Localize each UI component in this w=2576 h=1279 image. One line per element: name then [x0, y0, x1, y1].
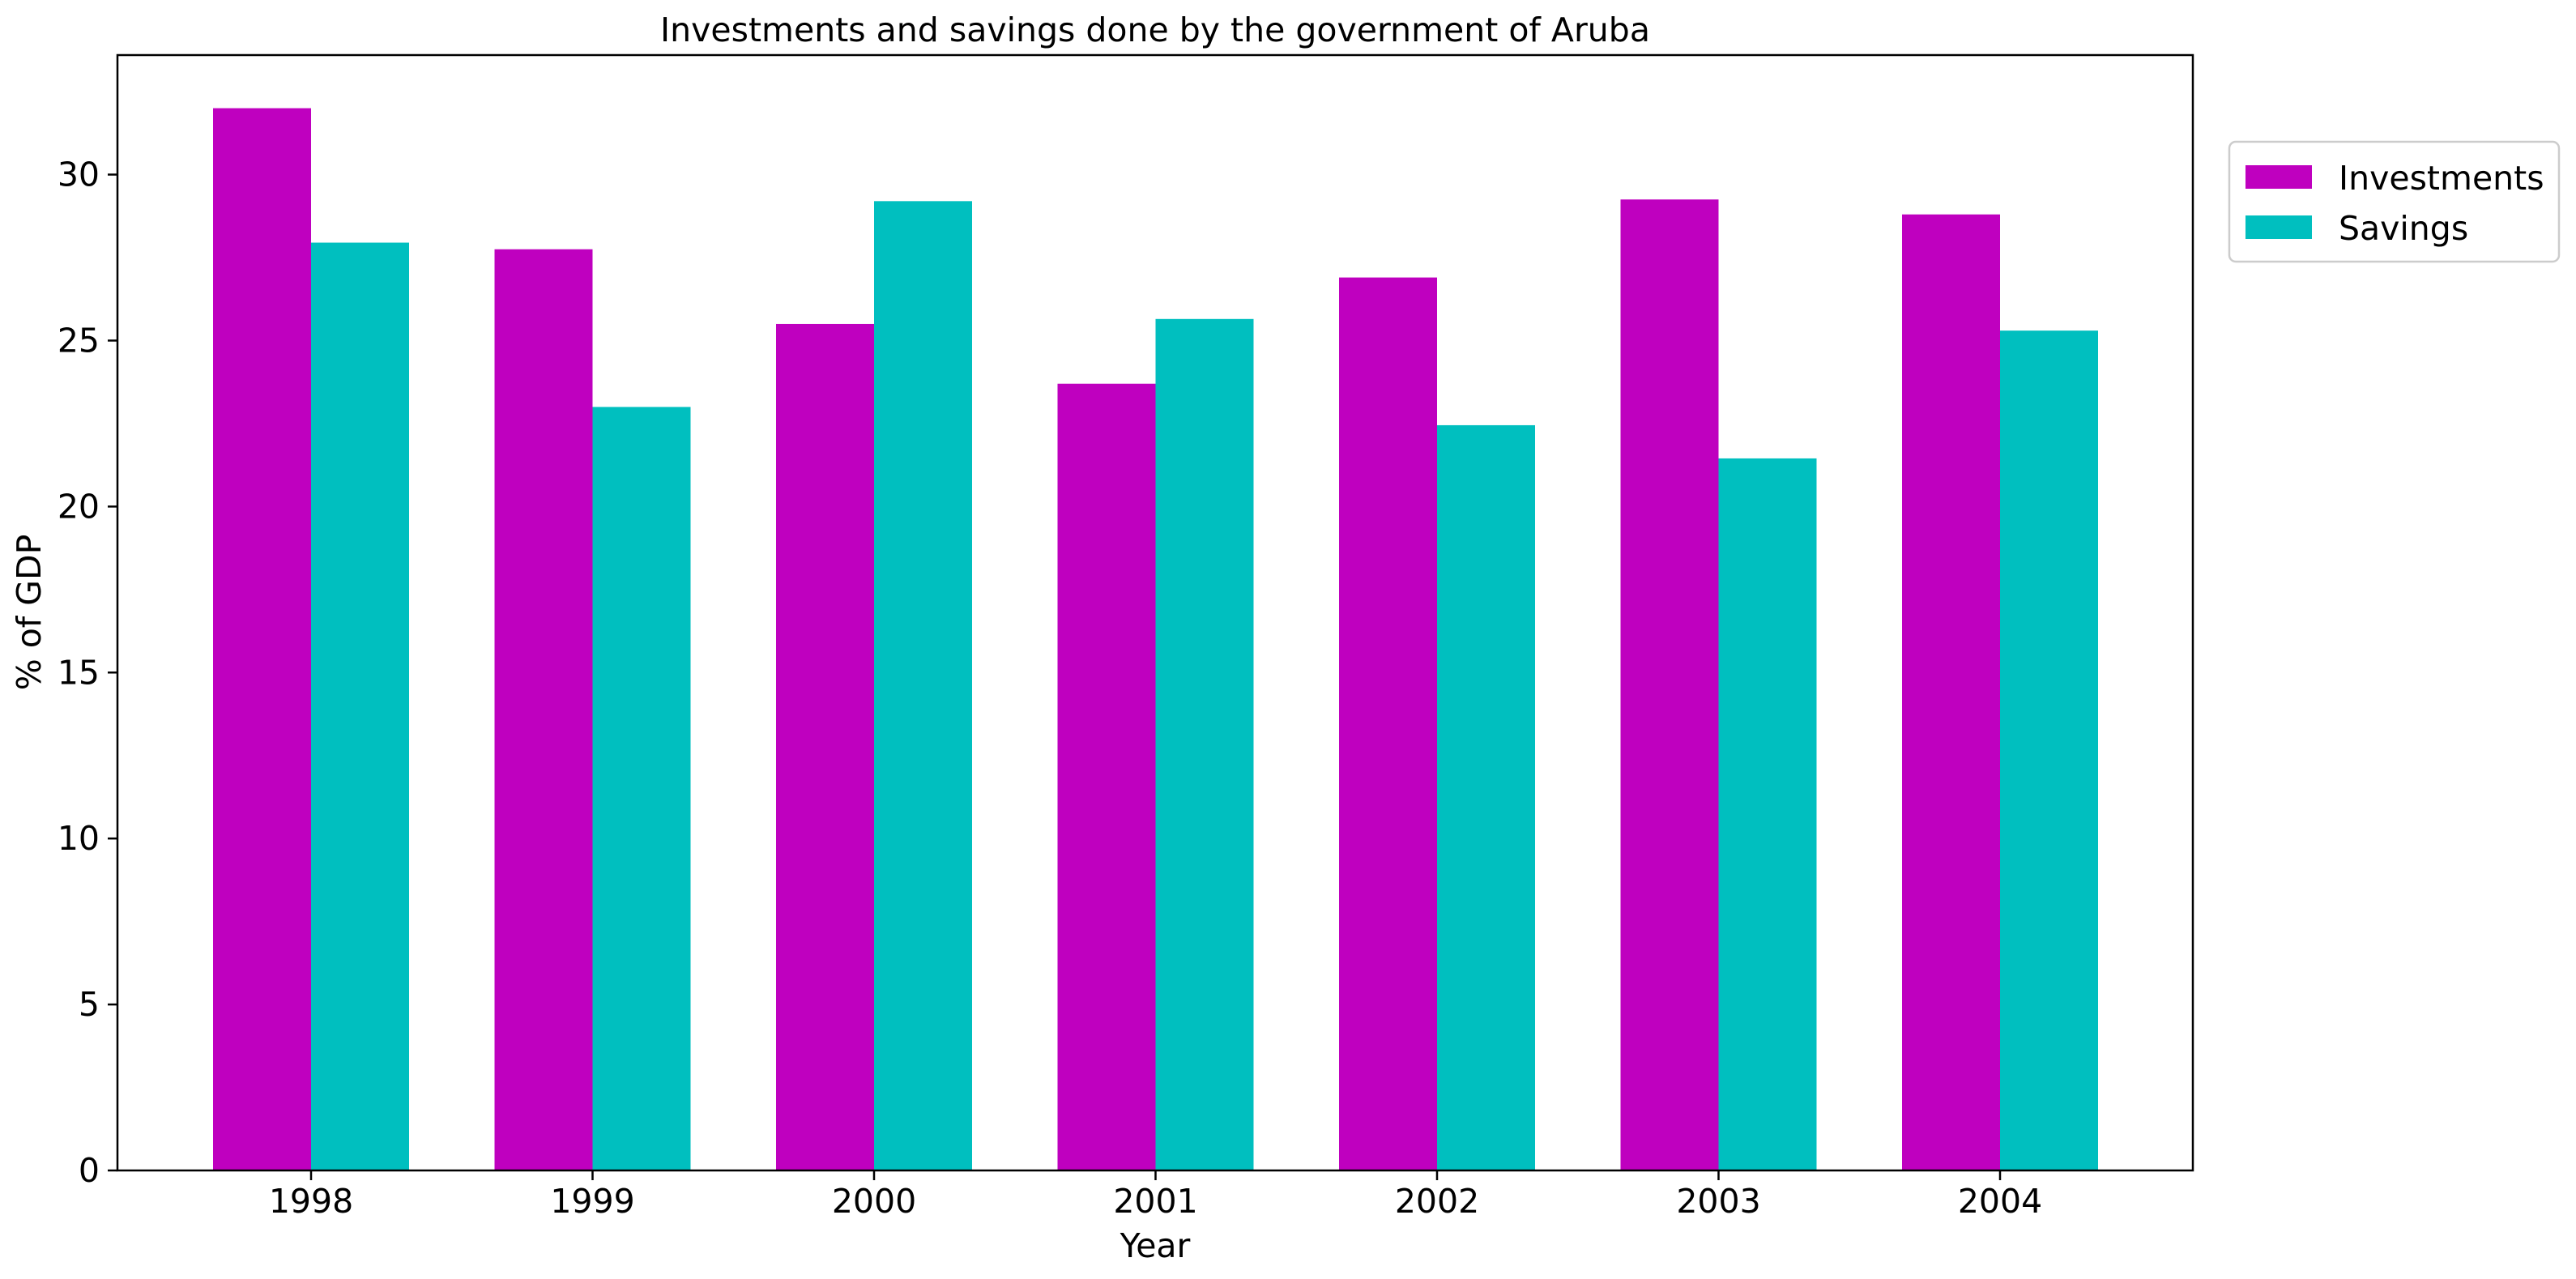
x-tick-label-2003: 2003 — [1676, 1182, 1760, 1221]
bar-investments-1998 — [213, 108, 311, 1171]
bar-savings-2002 — [1437, 424, 1535, 1170]
x-tick-label-1999: 1999 — [550, 1182, 634, 1221]
x-tick-label-2001: 2001 — [1113, 1182, 1197, 1221]
bars-layer — [213, 108, 2098, 1171]
legend-swatch-investments — [2245, 165, 2312, 189]
y-tick-label: 25 — [58, 321, 100, 360]
x-tick-label-2000: 2000 — [832, 1182, 916, 1221]
bar-investments-2003 — [1620, 199, 1719, 1170]
legend: Investments Savings — [2228, 140, 2561, 263]
y-tick-label: 5 — [79, 985, 100, 1024]
legend-label-savings: Savings — [2339, 209, 2468, 248]
legend-swatch-savings — [2245, 215, 2312, 239]
x-axis: 1998 1999 2000 2001 2002 2003 2004 — [269, 1170, 2042, 1221]
y-tick-label: 10 — [58, 819, 100, 858]
bar-investments-2001 — [1057, 383, 1156, 1170]
x-tick-label-2004: 2004 — [1958, 1182, 2042, 1221]
y-tick-label: 20 — [58, 487, 100, 526]
y-axis-label: % of GDP — [10, 535, 49, 691]
bar-savings-2001 — [1155, 318, 1254, 1170]
chart-title: Investments and savings done by the gove… — [660, 11, 1650, 49]
bar-savings-2003 — [1718, 458, 1817, 1170]
x-tick-label-1998: 1998 — [269, 1182, 353, 1221]
y-tick-label: 30 — [58, 156, 100, 194]
x-tick-label-2002: 2002 — [1395, 1182, 1479, 1221]
bar-savings-1999 — [592, 407, 691, 1170]
bar-savings-2000 — [874, 201, 972, 1171]
legend-label-investments: Investments — [2339, 159, 2544, 198]
bar-investments-2004 — [1902, 214, 2000, 1170]
y-tick-label: 0 — [79, 1151, 100, 1190]
y-axis: 0 5 10 15 20 25 30 — [58, 156, 117, 1190]
x-axis-label: Year — [1120, 1226, 1191, 1265]
bar-investments-2002 — [1339, 277, 1437, 1171]
bar-investments-1999 — [494, 249, 593, 1170]
bar-investments-2000 — [776, 323, 874, 1171]
y-tick-label: 15 — [58, 653, 100, 692]
bar-savings-1998 — [311, 242, 409, 1171]
bar-savings-2004 — [2000, 330, 2098, 1170]
